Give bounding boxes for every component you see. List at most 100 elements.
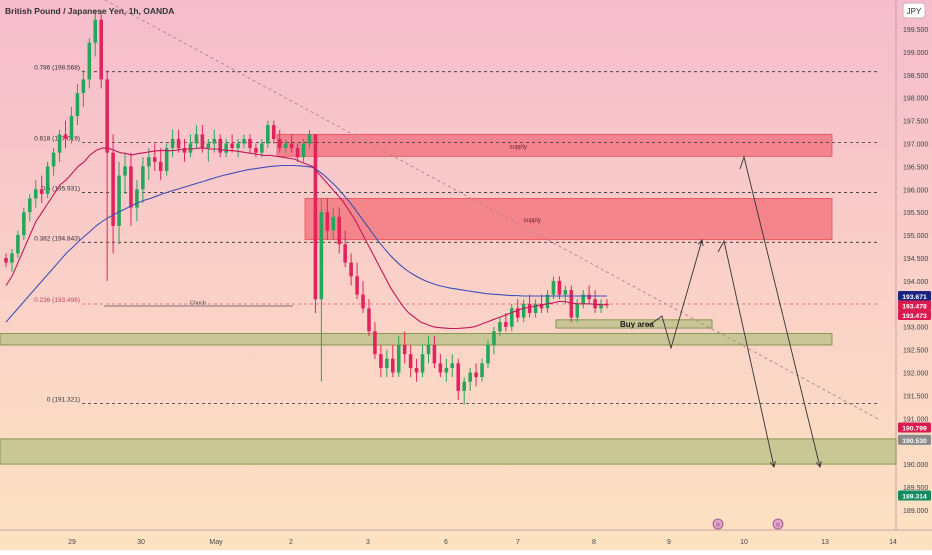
calendar-event-icon[interactable]: ☺: [712, 518, 724, 530]
candle: [164, 143, 169, 176]
candle: [456, 358, 461, 400]
y-tick-label: 195.500: [903, 210, 928, 217]
candle: [396, 335, 401, 378]
trendline: [104, 0, 881, 421]
fib-level-label: 0 (191.321): [47, 397, 80, 404]
candle: [587, 285, 591, 304]
projection-arrowhead: [815, 461, 822, 469]
candle: [408, 345, 413, 378]
currency-button[interactable]: JPY: [902, 2, 926, 19]
candle: [563, 285, 568, 304]
candle: [194, 125, 199, 149]
candle: [539, 294, 544, 313]
candle: [480, 358, 484, 382]
price-badge: 190.530: [898, 434, 931, 445]
projection-path[interactable]: [739, 155, 821, 468]
candle: [248, 134, 252, 153]
chart-title: British Pound / Japanese Yen, 1h, OANDA: [5, 6, 174, 16]
candle: [39, 175, 44, 204]
candle: [99, 10, 103, 89]
projection-arrowhead: [769, 461, 776, 469]
candle: [426, 335, 431, 364]
candle: [182, 138, 187, 162]
candle: [81, 70, 86, 107]
candle: [158, 148, 163, 181]
candle: [224, 138, 228, 158]
y-tick-label: 193.000: [903, 325, 928, 332]
candle: [28, 193, 32, 222]
projection-path[interactable]: [647, 239, 703, 350]
x-tick-label: 3: [366, 539, 370, 546]
candle: [367, 299, 371, 336]
demand-zone[interactable]: [0, 438, 897, 465]
candle: [63, 120, 68, 149]
y-tick-label: 198.500: [903, 73, 928, 80]
svg-text:193.473: 193.473: [902, 313, 927, 320]
y-tick-label: 191.500: [903, 393, 928, 400]
projection-path[interactable]: [717, 239, 775, 468]
candle: [260, 138, 264, 158]
candle: [51, 148, 56, 176]
candle: [33, 180, 38, 208]
candle: [289, 134, 294, 153]
y-tick-label: 194.500: [903, 256, 928, 263]
supply-zone[interactable]: [276, 133, 833, 157]
ma-slow-line[interactable]: [5, 164, 607, 323]
y-tick-label: 189.500: [903, 485, 928, 492]
candle: [75, 83, 80, 126]
x-tick-label: 13: [821, 539, 829, 546]
candle: [510, 303, 514, 332]
candle: [266, 120, 270, 149]
calendar-event-icon[interactable]: ☺: [772, 518, 784, 530]
candle: [10, 248, 14, 272]
candle: [230, 134, 234, 153]
y-tick-label: 197.000: [903, 142, 928, 149]
candle: [343, 230, 347, 268]
demand-zone[interactable]: [555, 319, 713, 329]
candle: [22, 207, 26, 240]
candle: [474, 363, 478, 387]
candle: [111, 134, 115, 254]
supply-zone[interactable]: [304, 198, 833, 241]
candle: [450, 354, 455, 378]
candle: [355, 262, 359, 300]
candle: [557, 276, 562, 300]
candle: [468, 367, 472, 391]
candle: [575, 299, 580, 323]
candle: [498, 317, 502, 336]
candle: [218, 134, 223, 158]
candle: [337, 207, 342, 254]
y-tick-label: 196.000: [903, 187, 928, 194]
x-tick-label: 9: [667, 539, 671, 546]
candle: [414, 358, 419, 382]
candle: [444, 358, 449, 382]
candle: [462, 377, 466, 405]
candle: [521, 299, 526, 323]
y-tick-label: 192.000: [903, 371, 928, 378]
x-tick-label: 10: [740, 539, 748, 546]
candle: [57, 129, 62, 162]
y-tick-label: 191.000: [903, 416, 928, 423]
fib-level-label: 0.236 (193.496): [34, 297, 80, 304]
candle: [176, 129, 181, 153]
svg-text:193.671: 193.671: [902, 294, 927, 301]
candle: [432, 335, 437, 368]
ma-fast-line[interactable]: [5, 147, 608, 330]
svg-text:☺: ☺: [715, 523, 721, 529]
candle: [551, 276, 556, 300]
candle: [486, 340, 490, 368]
projection-arrowhead: [697, 239, 704, 246]
x-tick-label: 6: [444, 539, 448, 546]
candle: [283, 138, 288, 153]
demand-zone-label: Buy area: [620, 320, 654, 329]
demand-zone[interactable]: [0, 333, 833, 346]
x-tick-label: May: [209, 539, 223, 546]
candle: [105, 70, 109, 281]
candle: [569, 285, 574, 323]
x-tick-label: 8: [592, 539, 596, 546]
candle: [599, 299, 603, 313]
candle: [533, 299, 538, 318]
y-tick-label: 199.500: [903, 27, 928, 34]
